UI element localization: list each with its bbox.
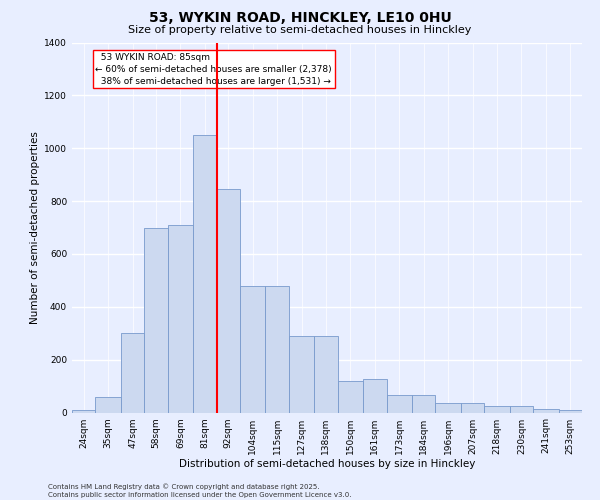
- Bar: [386, 396, 412, 412]
- Bar: [193, 135, 217, 412]
- Bar: [289, 336, 314, 412]
- Bar: [95, 396, 121, 412]
- Text: 53 WYKIN ROAD: 85sqm
← 60% of semi-detached houses are smaller (2,378)
  38% of : 53 WYKIN ROAD: 85sqm ← 60% of semi-detac…: [95, 53, 332, 86]
- Text: 53, WYKIN ROAD, HINCKLEY, LE10 0HU: 53, WYKIN ROAD, HINCKLEY, LE10 0HU: [149, 11, 451, 25]
- Bar: [217, 189, 240, 412]
- Bar: [265, 286, 289, 412]
- Text: Size of property relative to semi-detached houses in Hinckley: Size of property relative to semi-detach…: [128, 25, 472, 35]
- Text: Contains HM Land Registry data © Crown copyright and database right 2025.
Contai: Contains HM Land Registry data © Crown c…: [48, 484, 352, 498]
- Bar: [510, 406, 533, 412]
- Y-axis label: Number of semi-detached properties: Number of semi-detached properties: [30, 131, 40, 324]
- Bar: [121, 333, 144, 412]
- X-axis label: Distribution of semi-detached houses by size in Hinckley: Distribution of semi-detached houses by …: [179, 460, 475, 469]
- Bar: [436, 403, 461, 412]
- Bar: [167, 225, 193, 412]
- Bar: [363, 380, 386, 412]
- Bar: [240, 286, 265, 412]
- Bar: [533, 410, 559, 412]
- Bar: [559, 410, 582, 412]
- Bar: [72, 410, 95, 412]
- Bar: [338, 381, 363, 412]
- Bar: [461, 403, 484, 412]
- Bar: [144, 228, 167, 412]
- Bar: [314, 336, 338, 412]
- Bar: [484, 406, 510, 412]
- Bar: [412, 396, 436, 412]
